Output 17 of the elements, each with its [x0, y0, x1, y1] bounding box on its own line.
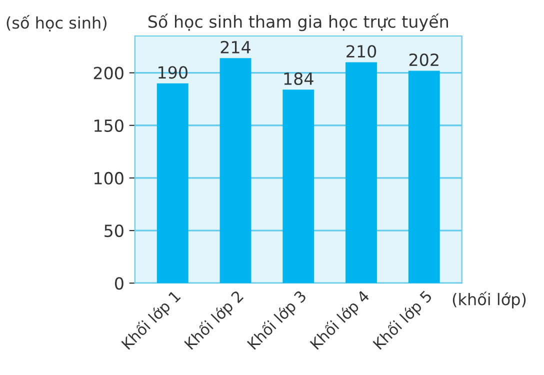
bar	[282, 90, 314, 284]
y-tick-label: 0	[114, 277, 124, 290]
data-label: 184	[284, 72, 314, 86]
bar	[346, 62, 377, 284]
y-tick-label: 100	[94, 172, 124, 185]
bar	[220, 58, 252, 284]
x-axis-title: (khối lớp)	[452, 292, 526, 308]
bar	[408, 70, 440, 284]
y-axis-title: (số học sinh)	[6, 15, 106, 32]
chart-title: Số học sinh tham gia học trực tuyến	[148, 14, 448, 32]
y-tick-label: 50	[104, 224, 124, 238]
data-label: 202	[409, 53, 438, 66]
y-tick-label: 200	[94, 66, 124, 80]
y-tick-label: 150	[94, 119, 124, 132]
bar	[156, 83, 188, 284]
data-label: 210	[346, 45, 376, 58]
data-label: 214	[220, 40, 250, 54]
